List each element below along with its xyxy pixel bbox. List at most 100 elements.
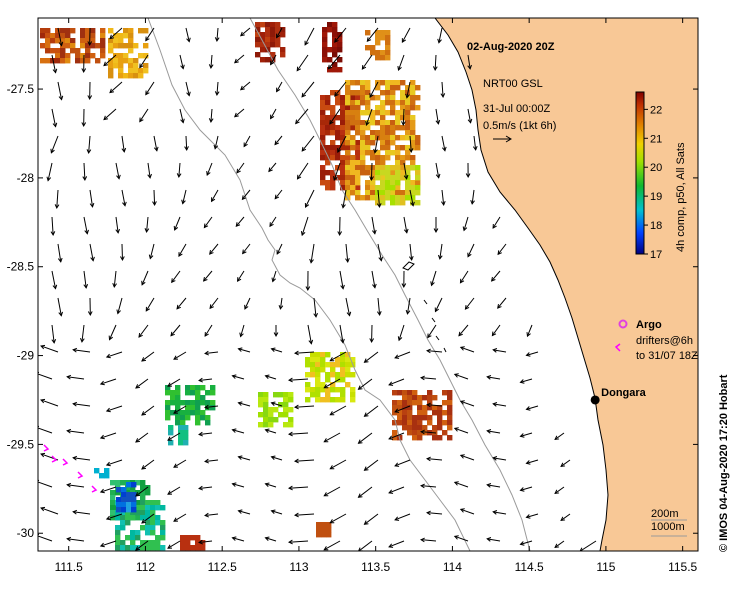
sst-pixel: [410, 195, 416, 201]
sst-pixel: [100, 28, 106, 34]
sst-pixel: [183, 430, 189, 436]
sst-pixel: [190, 390, 196, 396]
current-vector: [238, 510, 251, 515]
current-vector: [460, 270, 469, 284]
current-vector: [203, 216, 213, 228]
sst-pixel: [407, 395, 413, 401]
sst-pixel: [415, 190, 421, 196]
current-vector-head: [329, 519, 335, 524]
sst-pixel: [360, 80, 366, 86]
sst-pixel: [332, 67, 338, 73]
sst-pixel: [178, 435, 184, 441]
current-vector: [441, 81, 444, 97]
current-vector: [421, 431, 437, 434]
current-vector-head: [388, 489, 394, 494]
sst-pixel: [380, 145, 386, 151]
current-vector-head: [579, 547, 584, 551]
sst-pixel: [390, 120, 396, 126]
sst-pixel: [395, 145, 401, 151]
sst-pixel: [405, 145, 411, 151]
current-vector-head: [66, 536, 72, 542]
sst-pixel: [135, 510, 141, 516]
sst-pixel: [432, 395, 438, 401]
sst-pixel: [402, 400, 408, 406]
sst-pixel: [390, 130, 396, 136]
sst-pixel: [325, 95, 331, 101]
current-vector: [51, 324, 55, 343]
sst-pixel: [316, 527, 322, 533]
sst-pixel: [327, 27, 333, 33]
current-vector: [167, 378, 181, 387]
current-vector: [364, 513, 379, 525]
sst-pixel: [400, 105, 406, 111]
current-vector-head: [80, 337, 85, 343]
current-vector-head: [329, 411, 335, 416]
current-vector-head: [83, 283, 89, 289]
sst-pixel: [380, 125, 386, 131]
sst-pixel: [355, 140, 361, 146]
colorbar-tick-label: 20: [650, 162, 662, 174]
sst-pixel: [355, 125, 361, 131]
place-marker-dongara[interactable]: Dongara: [590, 387, 647, 405]
current-vector: [358, 432, 373, 444]
current-vector-head: [420, 537, 425, 543]
sst-pixel: [345, 190, 351, 196]
sst-pixel: [380, 120, 386, 126]
current-vector: [179, 108, 184, 123]
sst-pixel: [447, 415, 453, 421]
current-vector-head: [467, 64, 472, 70]
sst-pixel: [125, 485, 131, 491]
sst-pixel: [447, 420, 453, 426]
current-vector-head: [209, 250, 214, 255]
sst-pixel: [400, 115, 406, 121]
sst-pixel: [385, 165, 391, 171]
sst-pixel: [350, 397, 356, 403]
current-vector: [427, 324, 437, 338]
sst-pixel: [415, 180, 421, 186]
sst-pixel: [365, 165, 371, 171]
sst-pixel: [360, 135, 366, 141]
current-vector-head: [464, 305, 470, 310]
sst-pixel: [327, 22, 333, 28]
current-vector: [310, 243, 315, 263]
sst-pixel: [365, 140, 371, 146]
current-vector-head: [81, 68, 87, 74]
current-vector: [109, 27, 123, 39]
sst-pixel: [365, 125, 371, 131]
current-vector-head: [122, 201, 127, 207]
sst-pixel: [337, 37, 343, 43]
current-vector-head: [486, 375, 492, 380]
current-vector-head: [486, 483, 492, 488]
sst-pixel: [380, 35, 386, 41]
sst-pixel: [385, 35, 391, 41]
current-vector: [167, 432, 181, 441]
current-vector: [276, 243, 283, 255]
sst-pixel: [335, 130, 341, 136]
sst-pixel: [145, 500, 151, 506]
sst-pixel: [195, 415, 201, 421]
current-vector: [242, 189, 251, 200]
sst-pixel: [65, 43, 71, 49]
sst-pixel: [330, 90, 336, 96]
sst-pixel: [322, 37, 328, 43]
current-vector: [83, 216, 88, 234]
current-vector-head: [198, 431, 203, 437]
current-vector: [289, 486, 309, 489]
sst-pixel: [330, 372, 336, 378]
current-vector-head: [40, 452, 46, 458]
sst-pixel: [126, 492, 132, 498]
current-vector-head: [323, 492, 329, 497]
sst-pixel: [135, 505, 141, 511]
sst-pixel: [337, 32, 343, 38]
current-vector-head: [403, 174, 409, 180]
sst-pixel: [365, 90, 371, 96]
sst-pixel: [320, 130, 326, 136]
sst-pixel: [170, 390, 176, 396]
sst-pixel: [390, 195, 396, 201]
sst-pixel: [400, 100, 406, 106]
current-vector: [138, 324, 149, 338]
sst-pixel: [263, 417, 269, 423]
current-vector-head: [453, 481, 459, 486]
sst-pixel: [415, 105, 421, 111]
